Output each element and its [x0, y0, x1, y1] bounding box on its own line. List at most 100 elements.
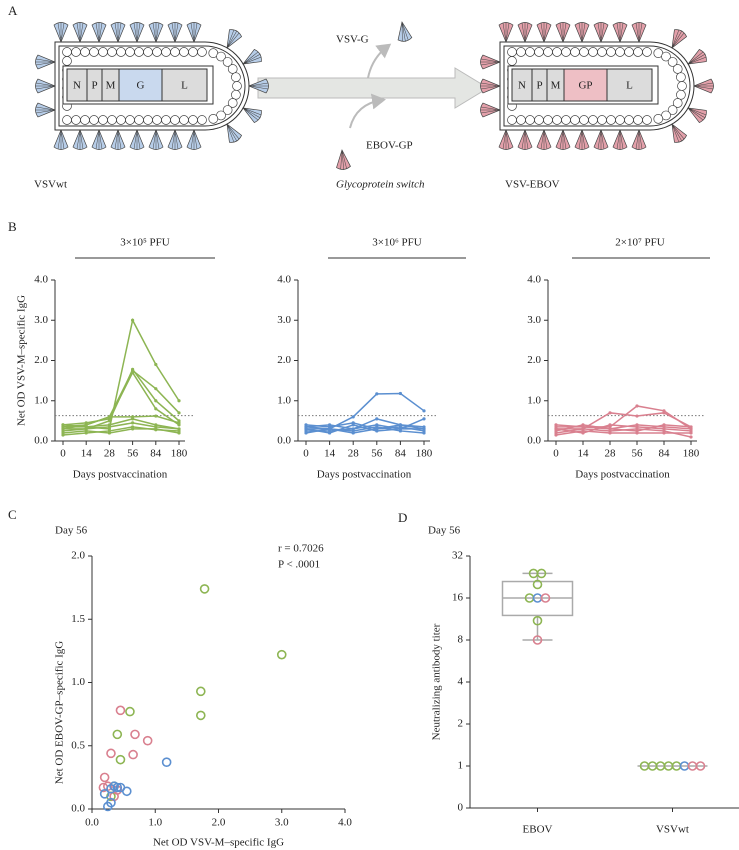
data-point [177, 427, 181, 431]
series-line [63, 418, 180, 430]
data-point [177, 421, 181, 425]
axis [297, 280, 430, 442]
spike-lines [687, 107, 707, 121]
nucleocapsid [543, 115, 553, 125]
x-tick-label: 180 [683, 448, 700, 460]
glycoprotein [555, 22, 571, 43]
glycoprotein [631, 22, 647, 43]
series-line [62, 415, 180, 428]
nucleocapsid [80, 47, 90, 57]
glycoprotein [53, 129, 69, 150]
data-point [161, 757, 172, 767]
spike-lines [242, 107, 262, 121]
data-point [398, 423, 402, 427]
nucleocapsid [606, 115, 616, 125]
data-point [635, 404, 639, 408]
data-point [608, 411, 612, 415]
glycoprotein [35, 54, 56, 70]
y-tick-label: 2.0 [34, 354, 48, 366]
x-tick-label: 56 [127, 448, 139, 460]
spike-lines [248, 82, 269, 90]
x-tick-label: 0 [303, 448, 309, 460]
data-point [351, 427, 355, 431]
annotation: P < .0001 [278, 559, 320, 571]
data-point [112, 782, 123, 793]
data-point [125, 706, 135, 717]
nucleocapsid [677, 81, 687, 91]
nucleocapsid [222, 105, 233, 115]
panel-label: A [8, 3, 18, 18]
data-point [328, 429, 332, 433]
nucleocapsid [152, 47, 162, 57]
x-tick-label: 4.0 [338, 817, 352, 829]
glycoprotein [555, 129, 571, 150]
series-line [63, 422, 180, 430]
y-tick-label: 3.0 [34, 314, 48, 326]
glycoprotein [167, 22, 183, 43]
gene [118, 68, 163, 102]
nucleocapsid [672, 98, 683, 108]
nucleocapsid [676, 89, 686, 100]
nucleocapsid [134, 47, 144, 57]
glycoprotein [110, 22, 126, 43]
data-point [635, 431, 639, 435]
data-point [106, 797, 116, 808]
data-point [532, 615, 543, 626]
data-point [106, 748, 116, 759]
panel-label: D [398, 510, 407, 525]
nucleocapsid [62, 115, 72, 125]
gene-label: L [181, 80, 188, 92]
nucleocapsid [231, 72, 241, 83]
spike-lines [480, 106, 501, 114]
nucleocapsid [672, 64, 683, 74]
glycoprotein [53, 22, 69, 43]
glycoprotein [72, 22, 88, 43]
glycoprotein [35, 78, 56, 94]
data-point [131, 421, 135, 425]
series-line [62, 426, 180, 436]
data-point [351, 431, 355, 435]
data-point [581, 429, 585, 433]
glycoprotein [186, 22, 202, 43]
data-point [608, 427, 612, 431]
data-point [375, 417, 379, 421]
x-axis-label: Net OD VSV-M–specific IgG [153, 837, 284, 849]
nucleocapsid [80, 115, 90, 125]
nucleocapsid [89, 47, 99, 57]
glycoprotein [129, 22, 145, 43]
gene [563, 68, 608, 102]
data-point [128, 749, 138, 760]
data-point [276, 649, 287, 660]
data-point [130, 729, 140, 740]
nucleocapsid [125, 47, 135, 57]
x-tick-label: 84 [150, 448, 162, 460]
nucleocapsid [561, 115, 571, 125]
y-tick-label: 0.5 [71, 739, 85, 751]
nucleocapsid [197, 47, 207, 57]
data-point [115, 705, 126, 716]
glycoprotein [248, 78, 269, 94]
spike-lines [693, 82, 714, 90]
data-point [398, 391, 402, 396]
y-tick-label: 0.0 [277, 435, 291, 447]
data-point [154, 428, 158, 432]
nucleocapsid [143, 115, 153, 125]
nucleocapsid [507, 115, 517, 125]
data-point [154, 387, 158, 391]
glycoprotein [536, 22, 552, 43]
data-point [635, 414, 639, 418]
spike-lines [521, 129, 529, 150]
nucleocapsid [597, 115, 607, 125]
data-point [304, 425, 308, 429]
x-tick-label: 1.0 [148, 817, 162, 829]
glycoprotein [186, 129, 202, 150]
gene-label: G [137, 80, 145, 92]
data-point [195, 710, 206, 721]
y-tick-label: 0.0 [34, 435, 48, 447]
glycoprotein [498, 22, 514, 43]
nucleocapsid [615, 47, 625, 57]
data-point [107, 423, 111, 427]
y-tick-label: 1.5 [71, 613, 85, 625]
spike-lines [133, 22, 141, 43]
y-tick-label: 0.0 [71, 803, 85, 815]
